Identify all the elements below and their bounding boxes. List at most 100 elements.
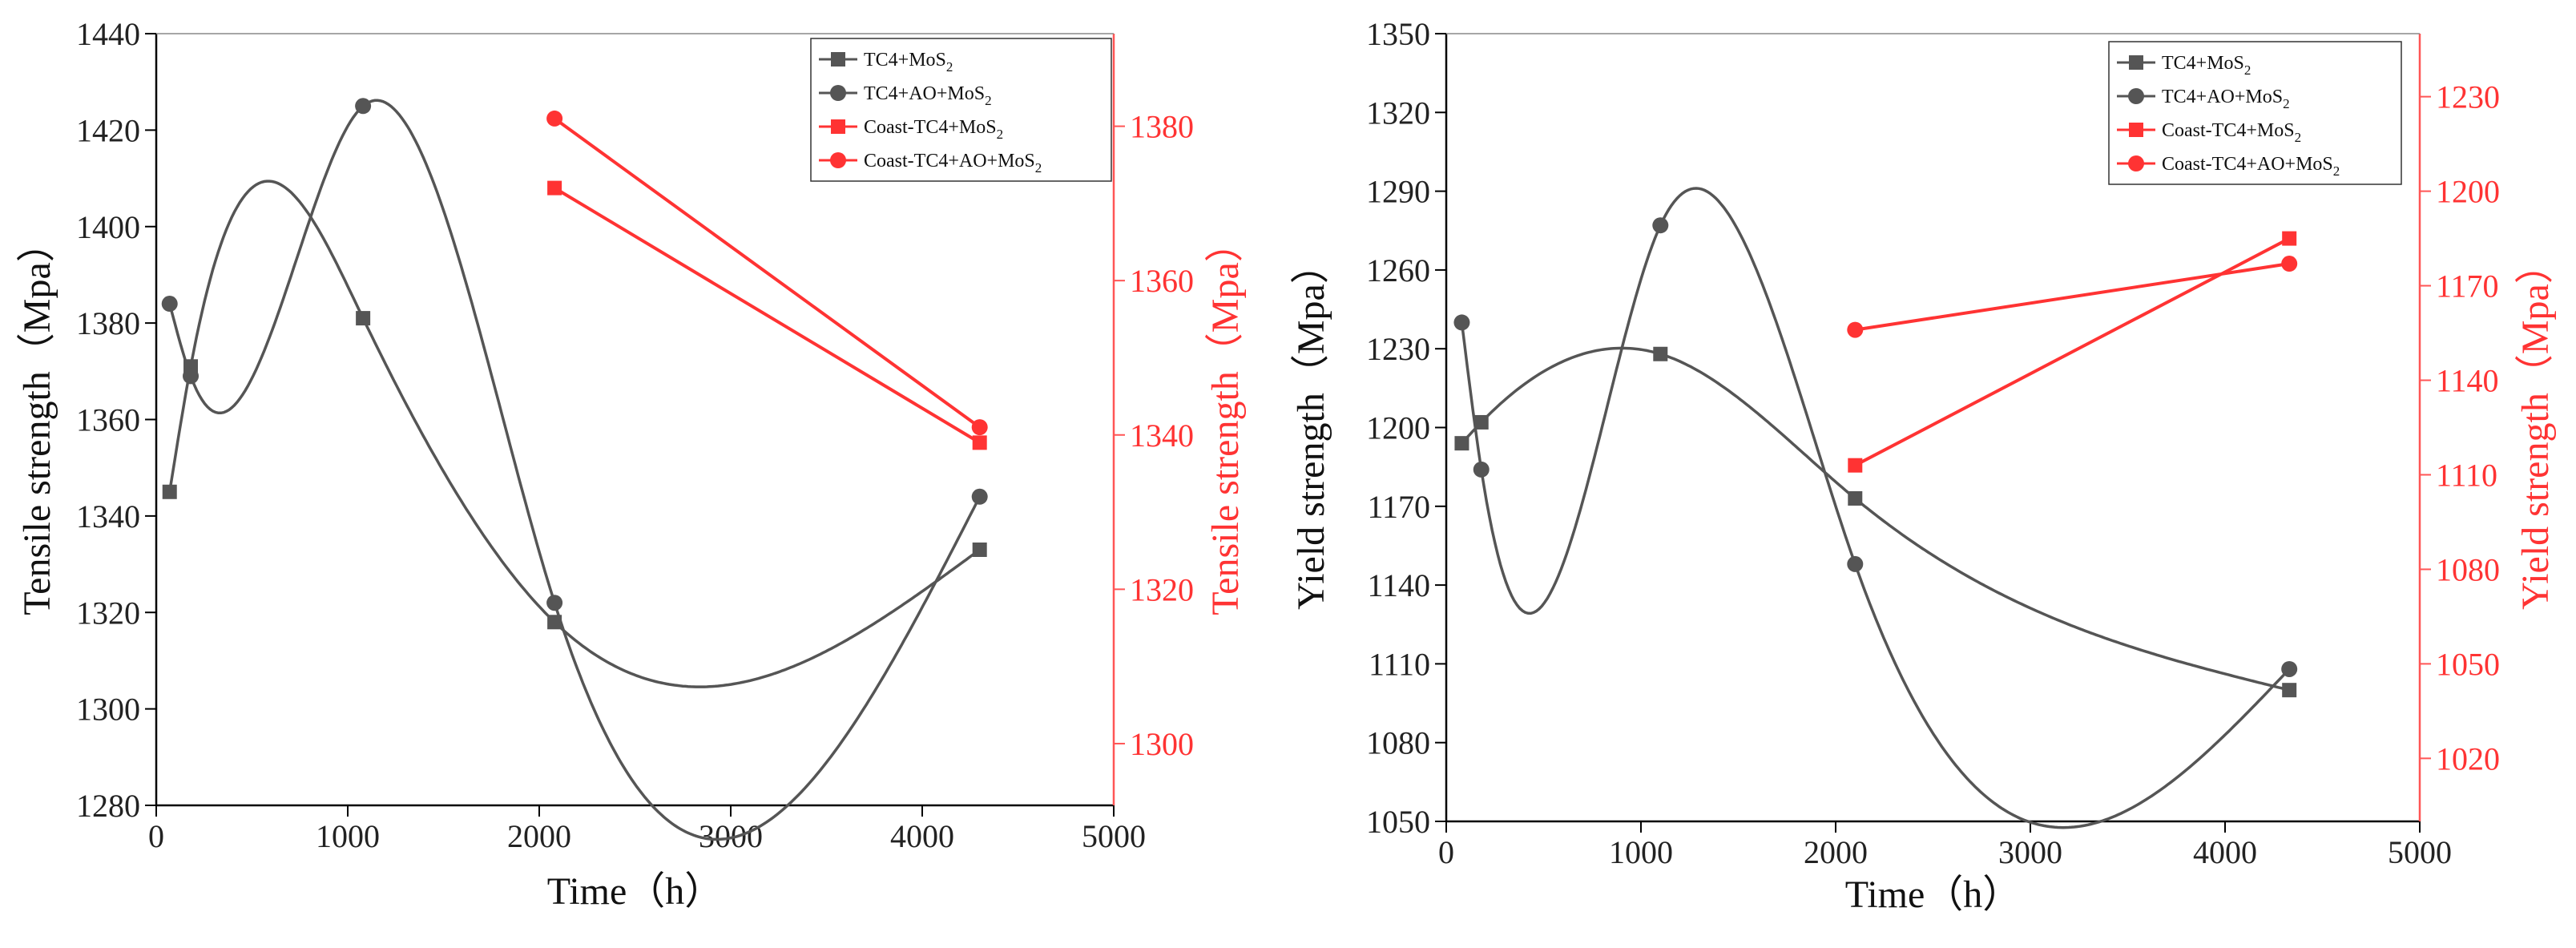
data-point (355, 98, 372, 115)
y-tick-label: 1290 (1366, 174, 1430, 210)
right-y-tick-label: 1380 (1130, 109, 1194, 145)
right-y-tick-label: 1110 (2436, 457, 2497, 493)
series-line (1461, 346, 2290, 692)
legend-label: Coast-TC4+MoS2 (2162, 120, 2301, 145)
x-tick-label: 1000 (316, 818, 380, 854)
data-point (1847, 555, 1864, 572)
y-tick-label: 1050 (1366, 804, 1430, 840)
data-point (971, 488, 988, 505)
y-tick-label: 1380 (76, 305, 140, 341)
y-tick-label: 1140 (1367, 567, 1430, 603)
y-tick-label: 1300 (76, 692, 140, 728)
data-point (161, 296, 178, 313)
legend-item: TC4+AO+MoS2 (819, 83, 992, 108)
right-y-tick-label: 1050 (2436, 646, 2500, 682)
series-tc4-ao-mos2 (161, 98, 988, 841)
right-y-tick-label: 1360 (1130, 263, 1194, 299)
y-tick-label: 1420 (76, 112, 140, 148)
y-tick-label: 1400 (76, 209, 140, 245)
legend-item: Coast-TC4+AO+MoS2 (819, 151, 1042, 175)
series-line (553, 117, 981, 429)
right-y-tick-label: 1170 (2436, 268, 2499, 305)
legend-box (2108, 41, 2402, 185)
y-tick-label: 1080 (1366, 725, 1430, 761)
series-tc4-mos2 (162, 180, 987, 688)
legend-item: Coast-TC4+AO+MoS2 (2117, 154, 2340, 179)
right-y-tick-label: 1200 (2436, 174, 2500, 210)
right-y-tick-label: 1300 (1130, 726, 1194, 762)
legend-label: TC4+AO+MoS2 (864, 83, 992, 108)
y-tick-label: 1320 (1366, 95, 1430, 131)
data-point (1653, 346, 1668, 361)
right-y-tick-label: 1140 (2436, 363, 2499, 399)
y-tick-label: 1340 (76, 498, 140, 535)
data-point (972, 543, 987, 558)
y-tick-label: 1350 (1366, 16, 1430, 52)
data-point (1453, 314, 1470, 331)
legend-label: Coast-TC4+AO+MoS2 (2162, 154, 2340, 179)
tensile-strength-chart: 0 1000 2000 3000 4000 5000 1280 1300 1320 1340 136… (16, 16, 1247, 913)
y-tick-label: 1200 (1366, 410, 1430, 446)
data-point (972, 435, 987, 450)
yield-strength-chart: 0 1000 2000 3000 4000 5000 1050 1080 1110 1140 117… (1290, 16, 2557, 916)
data-point (2282, 683, 2297, 698)
series-line (1460, 187, 2291, 829)
x-tick-label: 0 (148, 818, 164, 854)
x-axis-label: Time（h） (1845, 873, 2022, 916)
series-coast-tc4-mos2 (547, 180, 987, 450)
x-tick-label: 5000 (2388, 834, 2452, 870)
data-point (2281, 660, 2298, 677)
y-tick-label: 1110 (1369, 646, 1430, 682)
data-point (1847, 321, 1864, 338)
legend-label: TC4+MoS2 (864, 50, 953, 75)
series-tc4-mos2 (1454, 346, 2297, 698)
y-tick-label: 1360 (76, 402, 140, 438)
x-tick-label: 2000 (1804, 834, 1868, 870)
y-tick-label: 1230 (1366, 331, 1430, 367)
y-axis-label: Yield strength（Mpa） (1290, 245, 1332, 610)
data-point (162, 484, 177, 499)
legend-item: TC4+MoS2 (819, 50, 953, 75)
legend-marker (831, 52, 845, 67)
legend-marker (2129, 55, 2143, 70)
legend-item: Coast-TC4+MoS2 (819, 117, 1003, 142)
legend: TC4+MoS2 TC4+AO+MoS2 Coast-TC4+MoS2 Coast-T… (810, 38, 1112, 182)
legend-label: TC4+AO+MoS2 (2162, 87, 2290, 111)
series-line (167, 180, 981, 688)
y-tick-label: 1170 (1367, 489, 1430, 525)
series-coast-tc4-ao-mos2 (1847, 256, 2298, 338)
series-line (168, 99, 982, 841)
data-point (971, 419, 988, 436)
right-y-tick-label: 1230 (2436, 79, 2500, 115)
x-tick-label: 1000 (1609, 834, 1673, 870)
right-y-axis-label: Tensile strength（Mpa） (1204, 224, 1247, 615)
legend-label: Coast-TC4+MoS2 (864, 117, 1003, 142)
data-point (356, 311, 371, 326)
legend-marker (830, 85, 846, 101)
data-point (1454, 436, 1469, 451)
series-line (554, 186, 981, 445)
x-tick-label: 4000 (890, 818, 954, 854)
data-point (1848, 490, 1863, 506)
legend-item: TC4+MoS2 (2117, 53, 2251, 78)
right-y-tick-label: 1320 (1130, 571, 1194, 607)
right-y-tick-label: 1020 (2436, 740, 2500, 777)
data-point (547, 180, 562, 196)
y-axis-label: Tensile strength（Mpa） (16, 224, 58, 615)
right-y-tick-label: 1080 (2436, 551, 2500, 587)
legend-label: TC4+MoS2 (2162, 53, 2251, 78)
data-point (1848, 458, 1863, 473)
y-tick-label: 1280 (76, 788, 140, 824)
y-tick-label: 1260 (1366, 252, 1430, 288)
x-tick-label: 4000 (2193, 834, 2257, 870)
right-y-tick-label: 1340 (1130, 418, 1194, 454)
legend-marker (2128, 88, 2144, 104)
x-tick-label: 3000 (1998, 834, 2062, 870)
legend-label: Coast-TC4+AO+MoS2 (864, 151, 1042, 175)
right-y-axis-label: Yield strength（Mpa） (2514, 245, 2557, 610)
data-point (1473, 461, 1490, 478)
legend-box (810, 38, 1112, 182)
legend: TC4+MoS2 TC4+AO+MoS2 Coast-TC4+MoS2 Coast-T… (2108, 41, 2402, 185)
data-point (546, 595, 563, 611)
